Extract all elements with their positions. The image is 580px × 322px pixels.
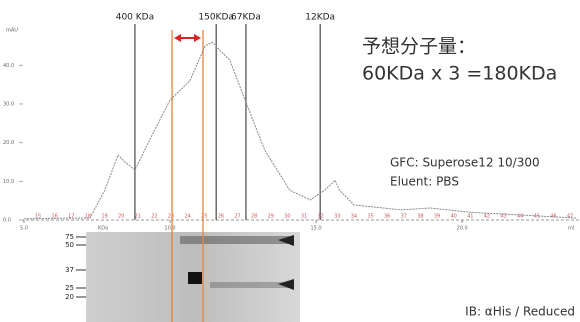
x-axis-label: ml [568, 226, 574, 232]
y-tick-label: 10.0 [3, 179, 14, 185]
ladder-label: 50 [65, 241, 74, 249]
fraction-label: 27 [234, 214, 240, 220]
column-note: GFC: Superose12 10/300 [390, 156, 540, 170]
ladder-label: 25 [65, 284, 74, 292]
fraction-label: 21 [135, 214, 141, 220]
ladder-label: 37 [65, 266, 74, 274]
fraction-label: 40 [450, 214, 456, 220]
expected-value: 60KDa x 3 =180KDa [362, 63, 557, 85]
blot-band [188, 272, 202, 284]
fraction-label: 36 [384, 214, 390, 220]
y-tick-label: 20.0 [3, 140, 14, 146]
y-tick-label: 30.0 [3, 101, 14, 107]
fraction-label: 38 [417, 214, 423, 220]
fraction-label: 28 [251, 214, 257, 220]
fraction-label: 31 [301, 214, 307, 220]
ladder-label: 20 [65, 293, 74, 301]
fraction-label: 23 [168, 214, 174, 220]
figure: mAU ml KDa 予想分子量： 60KDa x 3 =180KDa GFC:… [0, 0, 580, 322]
x-tick-label: 20.0 [457, 226, 468, 232]
fraction-label: 30 [284, 214, 290, 220]
marker-label: 12KDa [305, 13, 335, 23]
marker-label: 67KDa [231, 13, 261, 23]
ladder-label: 75 [65, 233, 74, 241]
fraction-label: 34 [351, 214, 357, 220]
range-arrowhead [194, 34, 201, 42]
y-tick-label: 40.0 [3, 63, 14, 69]
fraction-label: 42 [484, 214, 490, 220]
fraction-label: 20 [118, 214, 124, 220]
ladder-ticks [76, 237, 86, 297]
blot-band [210, 282, 290, 288]
fraction-label: 39 [434, 214, 440, 220]
fraction-label: 41 [467, 214, 473, 220]
fraction-label: 24 [184, 214, 190, 220]
blot: 75 50 37 25 20 IB: αHis / Reduced [65, 232, 575, 322]
y-axis-label: mAU [6, 28, 18, 34]
expected-title: 予想分子量： [362, 36, 476, 58]
blot-band [180, 236, 290, 244]
marker-label: 400 KDa [116, 13, 154, 23]
fraction-label: 47 [567, 214, 573, 220]
fraction-label: 35 [367, 214, 373, 220]
range-arrowhead [174, 34, 181, 42]
marker-label: 150KDa [198, 13, 234, 23]
fraction-label: 25 [201, 214, 207, 220]
x-tick-label: 5.0 [20, 226, 28, 232]
eluent-note: Eluent: PBS [390, 175, 459, 189]
x-tick-label: 10.0 [164, 226, 175, 232]
fraction-label: 37 [401, 214, 407, 220]
fraction-label: 19 [101, 214, 107, 220]
fraction-label: 26 [218, 214, 224, 220]
fraction-label: 29 [268, 214, 274, 220]
x-tick-label: 15.0 [310, 226, 321, 232]
kda-label: KDa [98, 226, 108, 232]
blot-caption: IB: αHis / Reduced [465, 305, 575, 319]
fraction-label: 33 [334, 214, 340, 220]
y-tick-label: 0.0 [3, 218, 11, 224]
fraction-label: 22 [151, 214, 157, 220]
